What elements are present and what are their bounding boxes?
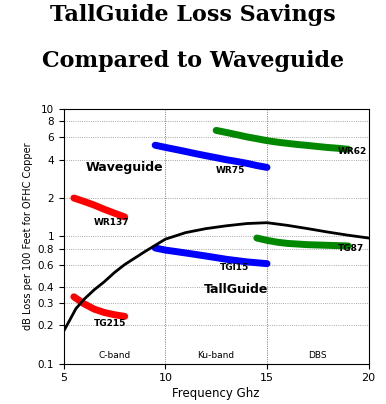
Text: TG87: TG87 (338, 244, 364, 253)
Y-axis label: dB Loss per 100 Feet for OFHC Copper: dB Loss per 100 Feet for OFHC Copper (23, 143, 33, 330)
Text: TallGuide Loss Savings: TallGuide Loss Savings (50, 4, 336, 26)
Text: WR62: WR62 (338, 147, 367, 156)
Text: TGl15: TGl15 (220, 263, 249, 272)
Text: TallGuide: TallGuide (204, 283, 269, 296)
Text: WR75: WR75 (216, 166, 245, 175)
Text: Compared to Waveguide: Compared to Waveguide (42, 50, 344, 72)
X-axis label: Frequency Ghz: Frequency Ghz (173, 387, 260, 400)
Text: Ku-band: Ku-band (198, 351, 235, 360)
Text: C-band: C-band (98, 351, 130, 360)
Text: TG215: TG215 (94, 319, 127, 328)
Text: DBS: DBS (308, 351, 327, 360)
Text: WR137: WR137 (94, 218, 130, 227)
Text: Waveguide: Waveguide (86, 161, 164, 174)
